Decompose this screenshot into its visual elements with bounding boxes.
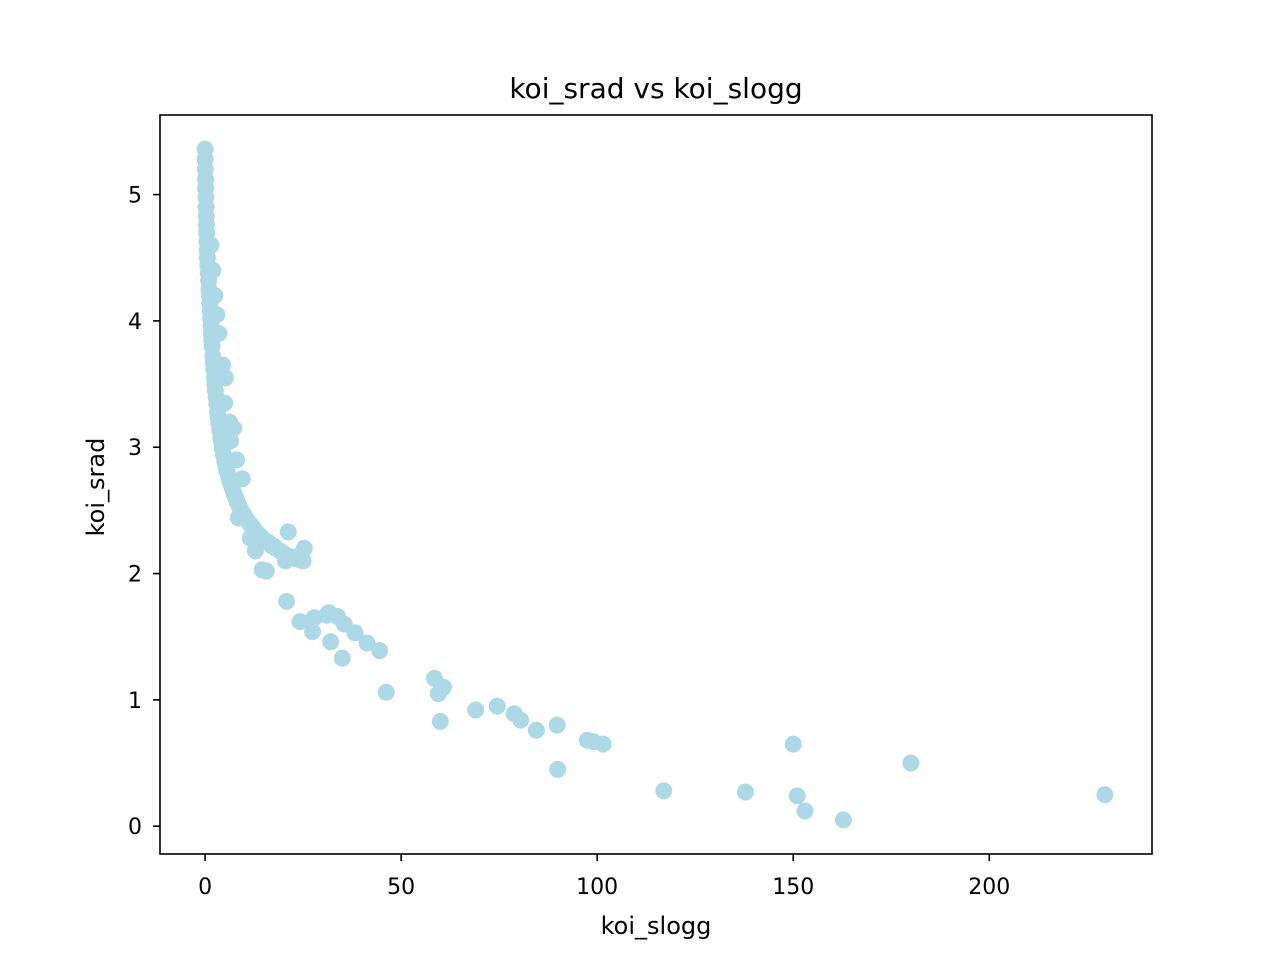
x-tick-label: 100: [576, 875, 618, 900]
data-point: [377, 683, 395, 701]
data-point: [228, 451, 245, 469]
chart-title: koi_srad vs koi_slogg: [509, 72, 802, 105]
data-point: [333, 649, 351, 667]
y-tick-label: 4: [128, 310, 142, 335]
data-point: [222, 432, 240, 450]
data-point: [594, 735, 612, 753]
data-point: [467, 701, 485, 719]
data-point: [346, 624, 364, 642]
y-axis-ticks: 0 1 2 3 4 5: [128, 184, 160, 840]
y-tick-label: 2: [128, 563, 142, 588]
y-tick-label: 1: [128, 689, 142, 714]
x-tick-label: 50: [387, 875, 415, 900]
data-point: [216, 394, 234, 412]
data-point: [278, 592, 296, 610]
data-point: [204, 261, 222, 279]
x-tick-label: 200: [968, 875, 1010, 900]
y-tick-label: 0: [128, 815, 142, 840]
data-point: [488, 697, 506, 715]
plot-area-frame: [159, 114, 1153, 855]
data-point: [233, 470, 251, 488]
x-axis-ticks: 0 50 100 150 200: [198, 854, 1010, 900]
data-point: [257, 562, 275, 580]
data-point: [208, 306, 226, 324]
data-point: [736, 783, 754, 801]
data-point: [229, 509, 247, 527]
data-point: [1096, 786, 1114, 804]
x-axis-label: koi_slogg: [601, 912, 712, 940]
data-point: [206, 287, 224, 305]
data-point: [202, 236, 220, 254]
data-point: [527, 721, 545, 739]
data-point: [371, 642, 389, 660]
data-point: [279, 523, 297, 541]
data-point: [277, 552, 294, 570]
data-point: [210, 325, 228, 342]
data-point: [212, 362, 230, 380]
data-point: [655, 782, 673, 800]
data-point: [304, 623, 321, 641]
data-point: [322, 633, 340, 651]
data-point: [512, 711, 530, 729]
data-point: [264, 537, 282, 555]
data-point: [358, 634, 376, 652]
data-point: [246, 542, 264, 560]
x-tick-label: 0: [198, 875, 212, 900]
data-point: [902, 754, 920, 772]
y-axis-label: koi_srad: [82, 438, 110, 537]
data-point: [796, 802, 814, 820]
data-point: [431, 712, 449, 730]
data-point: [834, 811, 852, 829]
y-tick-label: 3: [128, 436, 142, 461]
data-point: [435, 678, 452, 696]
data-point: [291, 613, 309, 631]
data-point: [788, 787, 806, 805]
scatter-points: [196, 140, 1114, 829]
x-tick-label: 150: [772, 875, 814, 900]
data-point: [548, 716, 566, 734]
data-point: [784, 735, 802, 753]
data-point: [549, 760, 567, 778]
data-point: [295, 539, 313, 557]
y-tick-label: 5: [128, 184, 142, 209]
